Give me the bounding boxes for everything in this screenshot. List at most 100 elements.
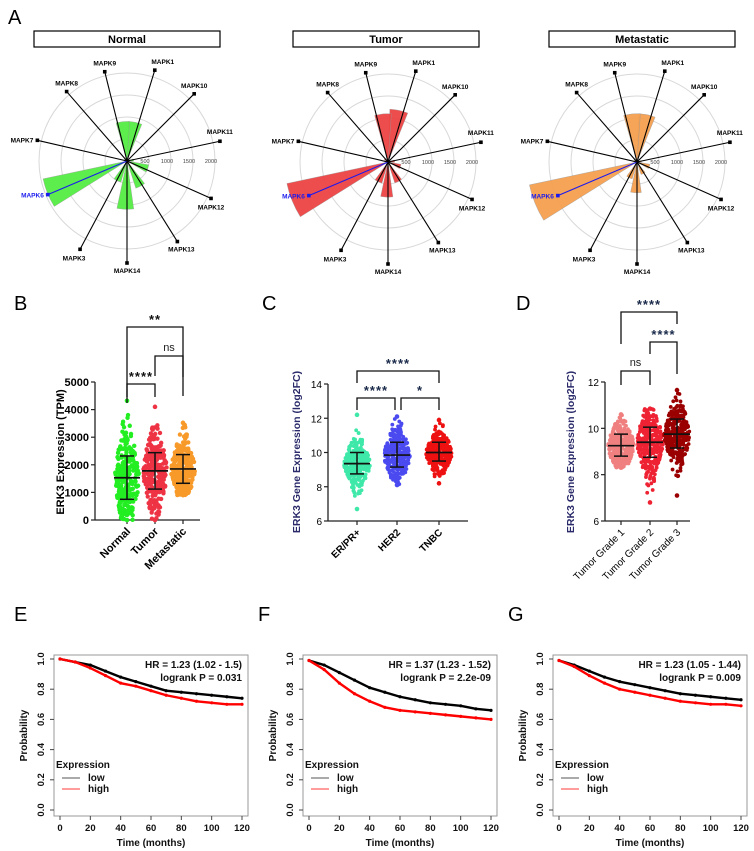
- data-point: [666, 413, 671, 418]
- spoke-marker-mapk1: [413, 69, 418, 73]
- data-point: [669, 458, 674, 463]
- data-point-max: [180, 420, 186, 426]
- spoke-mapk8: [576, 92, 638, 163]
- x-tick-label: 100: [453, 823, 469, 834]
- y-tick-label: 0.4: [285, 742, 296, 756]
- data-point: [357, 440, 362, 444]
- data-point: [146, 489, 151, 494]
- censor-mark: [413, 698, 417, 702]
- data-point-min: [647, 500, 653, 505]
- data-point: [437, 429, 441, 434]
- data-point: [659, 433, 664, 438]
- x-tick-label-tnbc: TNBC: [418, 527, 445, 554]
- censor-mark: [557, 658, 561, 663]
- data-point: [433, 446, 437, 450]
- data-point: [610, 429, 615, 434]
- data-point: [130, 464, 136, 469]
- data-point: [179, 444, 184, 450]
- data-point: [146, 464, 151, 469]
- significance-label: ns: [630, 357, 642, 369]
- data-point: [615, 419, 620, 424]
- data-point: [117, 472, 123, 477]
- spoke-mapk9: [104, 71, 128, 162]
- x-tick-label: 80: [675, 823, 686, 834]
- x-tick-label: 0: [306, 823, 311, 834]
- data-point: [651, 447, 656, 452]
- hr-annotation: HR = 1.23 (1.02 - 1.5): [145, 660, 242, 671]
- data-point: [400, 467, 405, 472]
- data-point: [651, 414, 656, 419]
- data-point: [648, 473, 653, 478]
- data-point: [678, 455, 683, 460]
- data-point: [641, 437, 646, 442]
- data-point: [133, 483, 139, 488]
- x-tick-label: 40: [115, 823, 126, 834]
- data-point: [155, 436, 160, 441]
- data-point: [162, 483, 168, 488]
- spoke-marker-mapk12: [719, 197, 723, 202]
- data-point: [680, 458, 684, 463]
- censor-mark: [587, 669, 591, 673]
- legend-label-low: low: [337, 773, 354, 784]
- panel-title-box: [33, 30, 221, 48]
- censor-mark: [724, 696, 728, 700]
- censor-mark: [307, 658, 311, 663]
- data-point: [151, 433, 157, 438]
- legend-label-high: high: [88, 784, 109, 795]
- data-point: [636, 450, 641, 455]
- data-point: [158, 496, 164, 502]
- data-point: [438, 421, 442, 426]
- data-point: [344, 459, 349, 464]
- spoke-marker-mapk1: [152, 68, 157, 72]
- bar-mapk14: [630, 161, 642, 193]
- data-point: [440, 446, 445, 451]
- data-point: [655, 425, 660, 430]
- y-tick-label: 5000: [65, 377, 89, 389]
- data-point: [151, 491, 156, 496]
- data-point: [644, 431, 649, 435]
- spoke-marker-mapk9: [363, 70, 368, 75]
- data-point: [429, 457, 434, 461]
- legend-label-low: low: [587, 773, 604, 784]
- data-point: [390, 422, 395, 427]
- data-point: [621, 457, 626, 462]
- spoke-marker-mapk13: [175, 239, 180, 244]
- data-point: [136, 471, 141, 477]
- data-point: [391, 461, 396, 466]
- data-point: [670, 467, 675, 472]
- spoke-label-mapk12: MAPK12: [198, 204, 225, 211]
- censor-mark: [398, 708, 402, 712]
- data-point-max: [618, 412, 624, 417]
- data-point: [677, 438, 682, 443]
- data-point: [675, 469, 680, 474]
- data-point: [443, 457, 447, 461]
- data-point: [159, 483, 164, 488]
- y-tick-label: 1.0: [535, 652, 546, 665]
- data-point: [120, 460, 126, 466]
- spoke-mapk12: [387, 161, 473, 200]
- data-point: [613, 421, 618, 426]
- censor-mark: [739, 698, 743, 702]
- spoke-label-mapk3: MAPK3: [63, 255, 86, 262]
- spoke-mapk10: [387, 94, 456, 163]
- y-tick-label: 0.2: [535, 773, 546, 786]
- spoke-marker-mapk8: [574, 90, 579, 95]
- data-point: [388, 437, 393, 442]
- data-point: [401, 434, 406, 439]
- y-tick-label: 0.2: [285, 773, 296, 786]
- data-point: [390, 450, 395, 455]
- data-point: [117, 503, 122, 509]
- panel-title: Metastatic: [615, 34, 669, 46]
- y-tick-label: 1000: [65, 487, 89, 499]
- spoke-label-mapk11: MAPK11: [468, 130, 494, 137]
- data-point: [433, 433, 437, 438]
- data-point: [185, 456, 190, 461]
- data-point: [145, 494, 150, 499]
- spoke-mapk10: [636, 94, 705, 163]
- data-point: [404, 467, 409, 471]
- data-point: [435, 466, 439, 471]
- data-point: [125, 509, 130, 515]
- spoke-label-mapk3: MAPK3: [324, 256, 347, 263]
- radial-tick-label: 1500: [693, 160, 705, 166]
- data-point: [676, 473, 681, 478]
